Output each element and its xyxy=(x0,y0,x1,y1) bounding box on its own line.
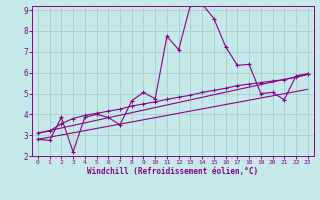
X-axis label: Windchill (Refroidissement éolien,°C): Windchill (Refroidissement éolien,°C) xyxy=(87,167,258,176)
